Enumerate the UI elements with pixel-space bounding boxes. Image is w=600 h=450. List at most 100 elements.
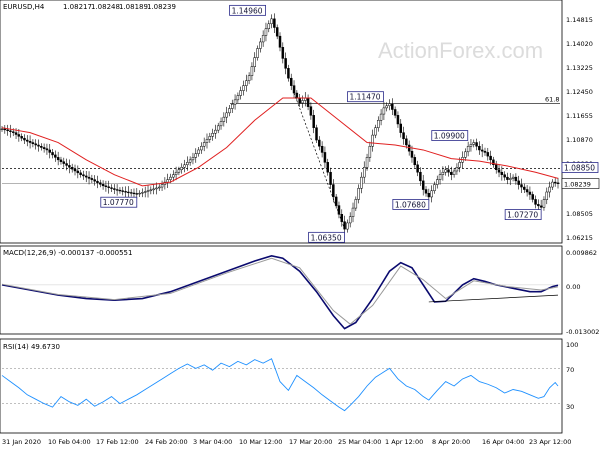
candle-body [514, 176, 518, 182]
time-tick: 10 Mar 12:00 [239, 438, 282, 446]
candle-body [509, 178, 512, 180]
candle-body [295, 92, 299, 99]
candle-body [534, 199, 537, 205]
candle-body [202, 142, 206, 147]
candle-body [20, 136, 23, 139]
time-tick: 8 Apr 20:00 [432, 438, 470, 446]
rsi-tick: 70 [566, 366, 574, 374]
price-annotation-label: 1.07270 [507, 211, 538, 220]
candle-body [531, 194, 534, 200]
candle-body [104, 185, 108, 187]
candle-body [334, 196, 338, 206]
annotation-layer: 1.14960 1.11470 1.09900 1.08850 1.07770 1.076… [100, 4, 600, 243]
candle-body [197, 149, 200, 154]
macd-tick: 0.009862 [566, 249, 597, 257]
candle-body [436, 179, 439, 185]
candle-body [172, 174, 175, 178]
candle-body [155, 187, 158, 190]
candle-body [14, 132, 18, 135]
candle-body [250, 66, 254, 76]
candle-body [413, 157, 417, 166]
candle-body [433, 184, 436, 192]
price-pane-title: EURUSD,H4 [3, 3, 45, 11]
macd-trendline [428, 294, 559, 303]
time-tick: 25 Mar 04:00 [338, 438, 381, 446]
candle-body [503, 174, 506, 178]
candle-body [273, 18, 276, 28]
rsi-line [1, 358, 559, 412]
candle-body [90, 178, 94, 180]
price-series-layer: 61.8 [0, 13, 560, 236]
candle-body [486, 152, 490, 157]
candle-body [0, 128, 4, 130]
candle-body [6, 129, 9, 132]
candle-body [357, 188, 360, 200]
candle-body [149, 189, 153, 192]
candle-body [351, 207, 355, 217]
candle-body [337, 205, 341, 215]
rsi-series-layer [1, 358, 560, 412]
candle-body [365, 157, 369, 168]
time-tick: 16 Apr 04:00 [482, 438, 524, 446]
candle-body [430, 190, 433, 198]
candle-body [37, 144, 40, 147]
candle-body [528, 191, 532, 195]
candle-body [45, 148, 49, 151]
candle-body [354, 199, 358, 209]
candle-body [511, 176, 515, 179]
candle-body [450, 171, 453, 175]
candle-body [312, 115, 315, 128]
candle-body [343, 221, 346, 230]
price-tick: 1.11655 [566, 112, 593, 120]
candle-body [424, 189, 428, 194]
candle-body [362, 167, 366, 178]
candle-body [129, 192, 133, 194]
candle-body [135, 193, 139, 195]
candle-body [323, 152, 327, 163]
candle-body [96, 180, 99, 183]
price-annotation-label: 1.07770 [103, 198, 134, 207]
ohlc-open: 1.08217 [63, 3, 92, 11]
candle-body [379, 113, 383, 121]
candle-body [42, 147, 46, 149]
time-tick: 1 Apr 12:00 [385, 438, 423, 446]
candle-body [48, 149, 51, 153]
price-annotation-label: 1.08850 [564, 164, 595, 173]
candle-body [421, 180, 425, 190]
candle-body [242, 85, 245, 91]
candle-body [278, 35, 282, 48]
price-tick: 1.10870 [566, 136, 593, 144]
candle-body [427, 192, 431, 198]
time-tick: 17 Mar 20:00 [289, 438, 332, 446]
candle-body [289, 77, 293, 86]
candle-body [399, 123, 402, 133]
candle-body [287, 68, 290, 79]
candle-body [545, 191, 549, 200]
candle-body [118, 189, 122, 192]
candle-body [382, 107, 386, 115]
rsi-pane-frame [0, 338, 563, 434]
macd-pane-frame [0, 245, 563, 335]
decline-trendline [293, 92, 345, 230]
time-tick: 17 Feb 12:00 [96, 438, 139, 446]
candle-body [216, 125, 220, 131]
candle-body [444, 169, 447, 173]
price-axis: 1.14815 1.14020 1.13225 1.12450 1.11655 … [566, 16, 593, 242]
candle-body [62, 161, 66, 164]
candle-body [183, 164, 186, 168]
candle-body [54, 154, 57, 158]
macd-pane-title: MACD(12,26,9) -0.000137 -0.000551 [3, 249, 132, 257]
ohlc-close: 1.08239 [147, 3, 176, 11]
candle-body [497, 169, 501, 173]
candle-body [152, 188, 155, 191]
candle-body [492, 159, 495, 166]
candle-body [239, 90, 242, 96]
price-annotation-label: 1.09900 [434, 132, 465, 141]
candle-body [127, 191, 130, 194]
candle-body [410, 150, 414, 158]
candle-body [59, 159, 63, 162]
macd-signal-line [1, 257, 559, 325]
price-tick: 1.06215 [566, 234, 593, 242]
candle-body [99, 182, 102, 185]
price-annotation-box [392, 199, 430, 210]
